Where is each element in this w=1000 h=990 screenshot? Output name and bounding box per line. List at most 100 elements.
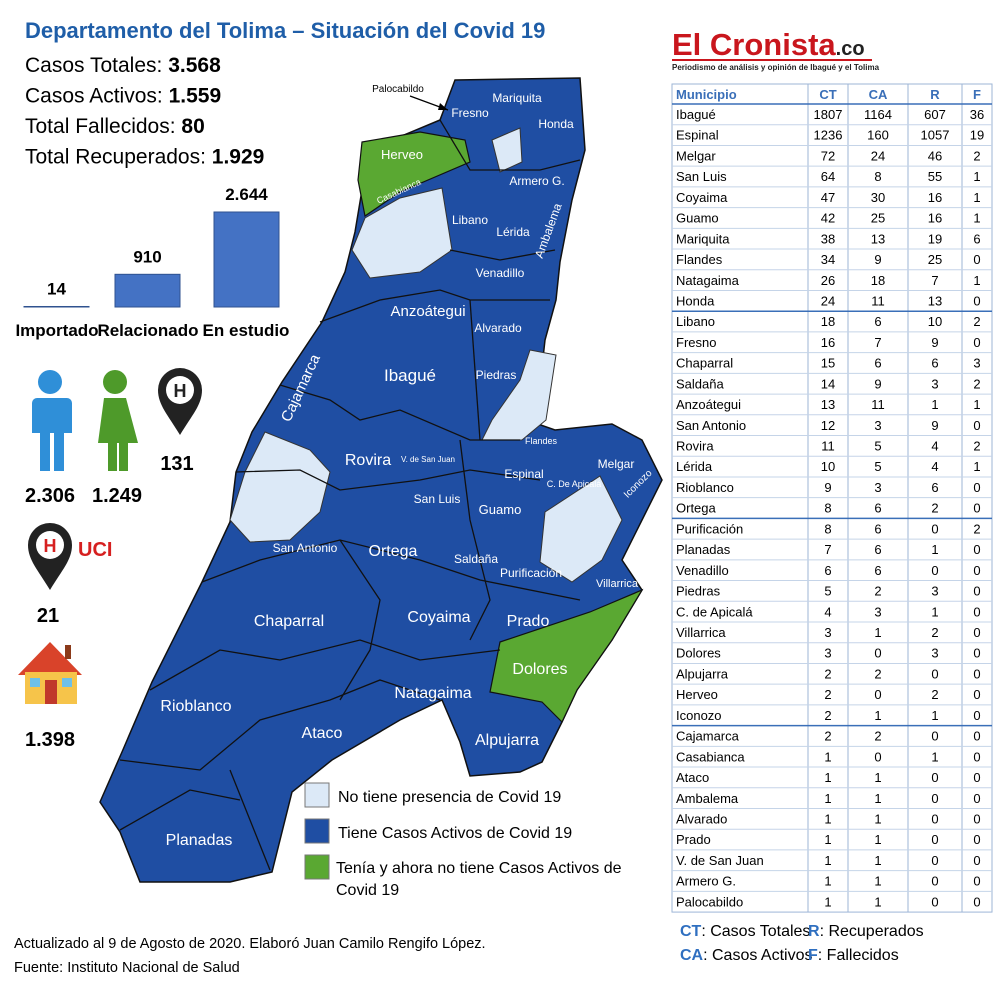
- table-cell: 0: [973, 252, 980, 267]
- table-cell: Alpujarra: [676, 666, 729, 681]
- brand-name: El Cronista: [672, 27, 836, 62]
- table-cell: 2: [931, 687, 938, 702]
- table-cell: 15: [821, 356, 835, 371]
- table-cell: 0: [973, 749, 980, 764]
- abbr-text: : Casos Totales: [701, 923, 810, 940]
- abbr: R: [808, 923, 820, 940]
- stat-home: 1.398: [25, 729, 75, 751]
- uci-pin: H: [28, 523, 72, 590]
- table-cell: 25: [928, 252, 942, 267]
- region-label: Mariquita: [492, 91, 542, 105]
- table-cell: 6: [874, 563, 881, 578]
- table-cell: V. de San Juan: [676, 853, 764, 868]
- table-cell: Guamo: [676, 211, 719, 226]
- table-cell: 0: [874, 646, 881, 661]
- table-cell: 1: [973, 459, 980, 474]
- table-cell: 46: [928, 148, 942, 163]
- region-label: Ortega: [369, 543, 418, 560]
- table-cell: 2: [973, 439, 980, 454]
- table-cell: 6: [824, 563, 831, 578]
- table-cell: San Antonio: [676, 418, 746, 433]
- table-cell: 1236: [814, 128, 843, 143]
- abbr: F: [808, 947, 818, 964]
- table-cell: 6: [931, 480, 938, 495]
- table-cell: 0: [973, 418, 980, 433]
- abbr-note: R: Recuperados: [808, 923, 924, 940]
- stat-men: 2.306: [25, 485, 75, 507]
- table-cell: 19: [928, 231, 942, 246]
- table-cell: Rovira: [676, 439, 714, 454]
- region-label: Ibagué: [384, 366, 436, 385]
- table-cell: 13: [821, 397, 835, 412]
- table-cell: Ambalema: [676, 791, 739, 806]
- legend-label: Tiene Casos Activos de Covid 19: [338, 825, 572, 842]
- table-cell: 3: [931, 376, 938, 391]
- table-cell: 2: [973, 521, 980, 536]
- table-cell: 7: [824, 542, 831, 557]
- region-label: Planadas: [166, 832, 233, 849]
- region-label: Anzoátegui: [390, 303, 465, 320]
- table-cell: 0: [973, 646, 980, 661]
- stat-value: 80: [181, 115, 204, 138]
- table-cell: Coyaima: [676, 190, 728, 205]
- abbr-text: : Recuperados: [820, 923, 924, 940]
- region-label: Ataco: [302, 725, 343, 742]
- table-cell: Anzoátegui: [676, 397, 741, 412]
- region-label: Palocabildo: [372, 84, 424, 95]
- table-cell: 1: [874, 894, 881, 909]
- table-cell: 1057: [921, 128, 950, 143]
- table-cell: Espinal: [676, 128, 719, 143]
- region-label: Alvarado: [474, 321, 522, 335]
- region-label: Lérida: [496, 225, 530, 239]
- table-cell: 2: [931, 501, 938, 516]
- table-cell: 1: [874, 625, 881, 640]
- table-cell: 6: [931, 356, 938, 371]
- table-cell: Libano: [676, 314, 715, 329]
- table-cell: 2: [824, 666, 831, 681]
- table-cell: 2: [973, 314, 980, 329]
- table-cell: 1: [874, 708, 881, 723]
- table-cell: 55: [928, 169, 942, 184]
- table-cell: 3: [931, 584, 938, 599]
- table-cell: 0: [973, 563, 980, 578]
- table-cell: 9: [824, 480, 831, 495]
- table-cell: 11: [821, 439, 835, 454]
- table-cell: Chaparral: [676, 356, 733, 371]
- bar: [23, 305, 90, 308]
- table-cell: 7: [874, 335, 881, 350]
- table-cell: 1: [931, 604, 938, 619]
- table-cell: 18: [821, 314, 835, 329]
- abbr: CT: [680, 923, 702, 940]
- legend-swatch: [304, 818, 330, 844]
- table-cell: 0: [973, 853, 980, 868]
- callout-arrowhead: [438, 103, 448, 110]
- bar-category-label: En estudio: [203, 321, 290, 340]
- table-cell: 1: [824, 749, 831, 764]
- table-cell: 6: [874, 521, 881, 536]
- table-cell: 0: [874, 687, 881, 702]
- table-cell: 11: [871, 293, 885, 308]
- abbr-text: : Casos Activos: [703, 947, 812, 964]
- table-cell: Cajamarca: [676, 729, 740, 744]
- table-cell: 3: [874, 418, 881, 433]
- table-cell: 0: [931, 666, 938, 681]
- stat-label: Total Recuperados:: [25, 146, 206, 169]
- legend-swatch: [304, 782, 330, 808]
- region-label: Coyaima: [407, 609, 470, 626]
- stat-value: 3.568: [168, 54, 221, 77]
- stat-label: Total Fallecidos:: [25, 115, 176, 138]
- region-label: Espinal: [504, 467, 543, 481]
- table-cell: 13: [928, 293, 942, 308]
- table-cell: 1807: [814, 107, 843, 122]
- table-cell: 1: [973, 397, 980, 412]
- table-cell: 0: [973, 584, 980, 599]
- region-label: Saldaña: [454, 552, 498, 566]
- region-label: Purificación: [500, 566, 562, 580]
- table-cell: 12: [821, 418, 835, 433]
- man-icon: [32, 370, 72, 471]
- table-cell: Dolores: [676, 646, 721, 661]
- table-cell: Lérida: [676, 459, 713, 474]
- table-cell: 18: [871, 273, 885, 288]
- table-cell: Prado: [676, 832, 711, 847]
- table-cell: Venadillo: [676, 563, 729, 578]
